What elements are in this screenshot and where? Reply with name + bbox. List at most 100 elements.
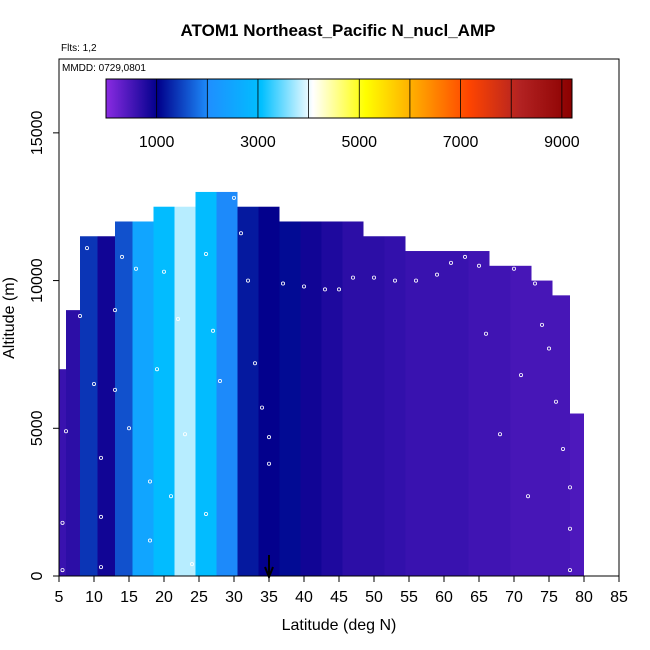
x-tick-label: 80 [575, 589, 593, 606]
sample-point [133, 266, 138, 271]
x-axis: 5 10 15 20 25 30 35 40 45 50 55 60 65 70 75 80 85 [55, 576, 628, 606]
flights-annotation: Flts: 1,2 [61, 43, 97, 54]
sample-point [259, 405, 264, 410]
chart-title: ATOM1 Northeast_Pacific N_nucl_AMP [181, 21, 496, 40]
sample-point [568, 568, 573, 573]
heatmap-cell [80, 236, 98, 576]
heatmap-cell [321, 221, 343, 576]
heatmap-cell [531, 280, 553, 576]
sample-point [64, 429, 69, 434]
y-tick-label: 5000 [29, 410, 46, 446]
sample-point [266, 461, 271, 466]
sample-point [448, 260, 453, 265]
heatmap-cell [59, 369, 66, 576]
x-tick-label: 5 [55, 589, 64, 606]
sample-point [413, 278, 418, 283]
y-tick-label: 0 [29, 571, 46, 580]
heatmap-cell [132, 221, 154, 576]
sample-point [540, 322, 545, 327]
sample-point [280, 281, 285, 286]
sample-point [322, 287, 327, 292]
x-tick-label: 85 [610, 589, 628, 606]
colorbar-tick-label: 9000 [544, 134, 580, 151]
sample-point [336, 287, 341, 292]
colorbar-tick-label: 3000 [240, 134, 276, 151]
x-tick-label: 40 [295, 589, 313, 606]
sample-point [175, 316, 180, 321]
heatmap-cell [153, 206, 175, 576]
x-tick-label: 70 [505, 589, 523, 606]
sample-point [182, 432, 187, 437]
sample-point [99, 514, 104, 519]
sample-point [252, 361, 257, 366]
sample-point [462, 254, 467, 259]
sample-point [245, 278, 250, 283]
x-tick-label: 55 [400, 589, 418, 606]
x-tick-label: 30 [225, 589, 243, 606]
sample-point [526, 494, 531, 499]
sample-point [238, 231, 243, 236]
sample-point [78, 314, 83, 319]
x-tick-label: 25 [190, 589, 208, 606]
sample-point [561, 446, 566, 451]
colorbar-ramp [105, 78, 573, 119]
x-axis-label: Latitude (deg N) [282, 617, 397, 634]
sample-point [512, 266, 517, 271]
sample-point [476, 263, 481, 268]
heatmap-cell [405, 251, 427, 576]
sample-point [554, 399, 559, 404]
heatmap-cell [97, 236, 115, 576]
heatmap-cell [66, 310, 80, 576]
heatmap-cell [468, 251, 490, 576]
heatmap-cell [115, 221, 133, 576]
sample-point [371, 275, 376, 280]
sample-point [161, 269, 166, 274]
sample-point [113, 308, 118, 313]
sample-point [168, 494, 173, 499]
sample-point [99, 565, 104, 570]
sample-point [120, 254, 125, 259]
x-tick-label: 50 [365, 589, 383, 606]
heatmap-cell [300, 221, 322, 576]
heatmap-cell [342, 221, 364, 576]
sample-point [231, 195, 236, 200]
sample-point [147, 538, 152, 543]
sample-point [60, 568, 65, 573]
sample-point [568, 526, 573, 531]
date-annotation: MMDD: 0729,0801 [62, 63, 146, 74]
marker-head [264, 566, 274, 580]
sample-point [483, 331, 488, 336]
sample-point [154, 367, 159, 372]
heatmap-cell [510, 265, 532, 576]
sample-point [392, 278, 397, 283]
y-tick-label: 15000 [29, 111, 46, 156]
heatmap-cell [570, 413, 584, 576]
y-axis-label: Altitude (m) [1, 277, 18, 359]
colorbar-tick-label: 1000 [139, 134, 175, 151]
heatmap-cell [552, 295, 570, 576]
heatmap-cell [195, 191, 217, 576]
colorbar-tick-label: 5000 [341, 134, 377, 151]
sample-point [568, 485, 573, 490]
sample-point [533, 281, 538, 286]
heatmap-cell [447, 251, 469, 576]
sample-point [85, 246, 90, 251]
heatmap-cell [426, 251, 448, 576]
sample-point [99, 455, 104, 460]
sample-point [92, 381, 97, 386]
sample-point [266, 435, 271, 440]
sample-point [217, 379, 222, 384]
x-tick-label: 35 [260, 589, 278, 606]
x-tick-label: 75 [540, 589, 558, 606]
sample-point [189, 562, 194, 567]
colorbar-tick-label: 7000 [443, 134, 479, 151]
y-axis: 0 5000 10000 15000 [29, 111, 59, 580]
heatmap-cell [384, 236, 406, 576]
sample-points-layer [60, 195, 573, 573]
sample-point [203, 251, 208, 256]
sample-point [60, 520, 65, 525]
x-tick-label: 15 [120, 589, 138, 606]
heatmap-cell [258, 206, 280, 576]
sample-point [113, 387, 118, 392]
